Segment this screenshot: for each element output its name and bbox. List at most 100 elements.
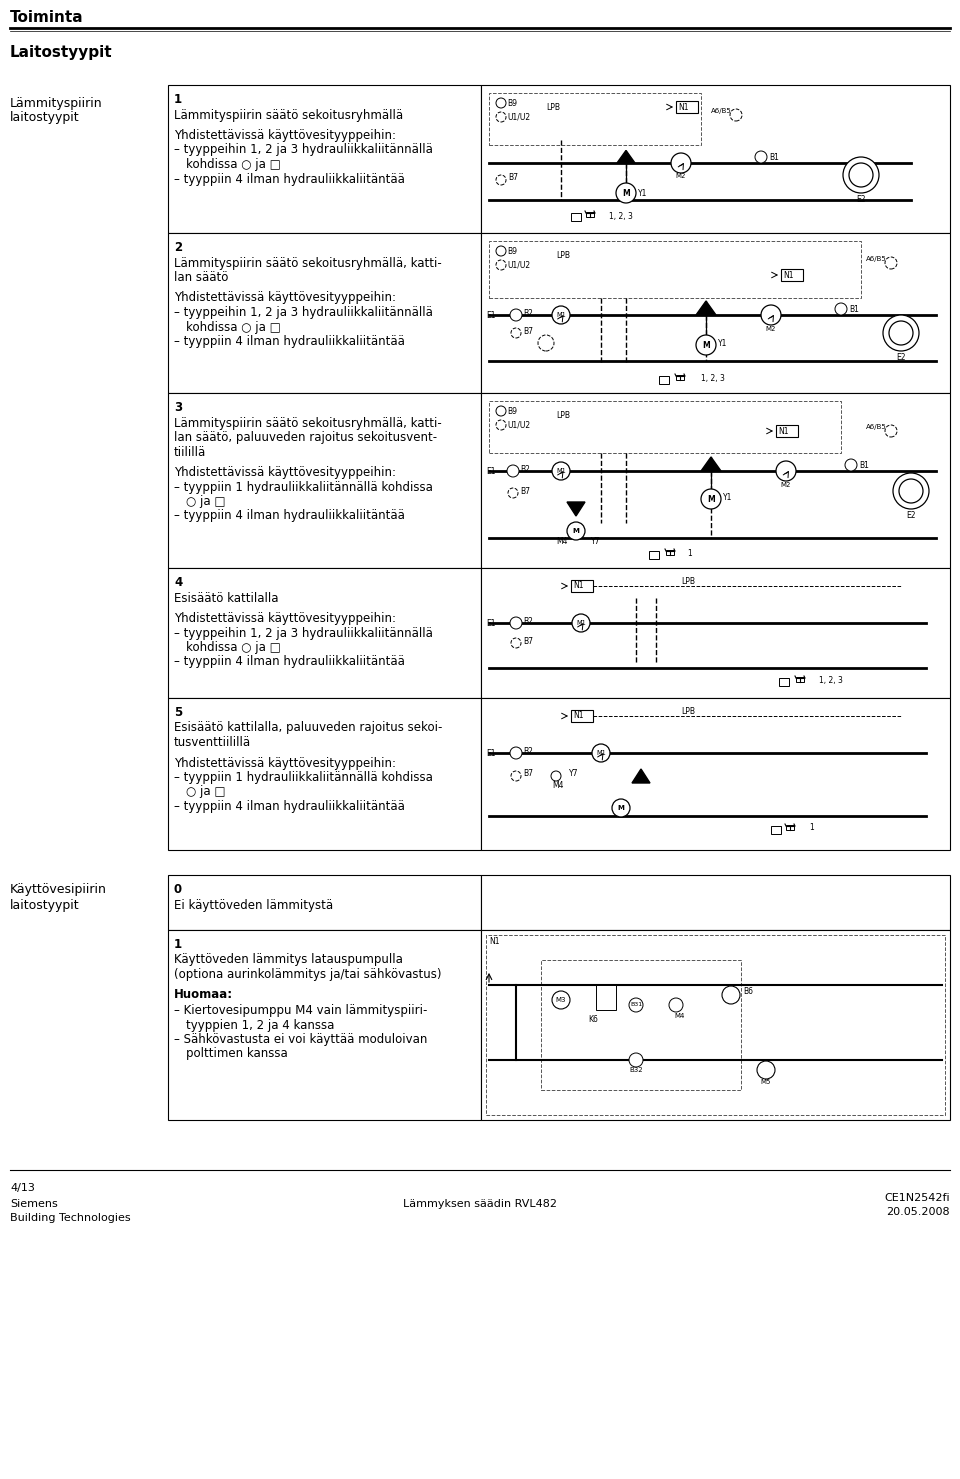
Circle shape — [612, 799, 630, 816]
Bar — [649, 552, 659, 559]
Text: E1: E1 — [486, 618, 495, 627]
Bar — [571, 710, 593, 722]
Circle shape — [508, 488, 518, 498]
Circle shape — [507, 464, 519, 478]
Bar — [481, 698, 950, 850]
Text: kohdissa ○ ja □: kohdissa ○ ja □ — [186, 640, 280, 654]
Circle shape — [551, 771, 561, 781]
Text: tusventtiilillä: tusventtiilillä — [174, 737, 252, 748]
Circle shape — [730, 109, 742, 121]
Text: B2: B2 — [520, 464, 530, 473]
Circle shape — [671, 152, 691, 173]
Text: LPB: LPB — [681, 577, 695, 587]
Bar — [781, 269, 803, 281]
Text: N1: N1 — [778, 426, 788, 435]
Circle shape — [510, 747, 522, 759]
Text: M1: M1 — [556, 467, 565, 473]
Circle shape — [757, 1060, 775, 1080]
Bar — [481, 876, 950, 930]
Circle shape — [552, 306, 570, 324]
Circle shape — [592, 744, 610, 762]
Text: M4: M4 — [674, 1013, 684, 1019]
Circle shape — [755, 151, 767, 163]
Text: B9: B9 — [507, 99, 517, 108]
Text: B32: B32 — [629, 1066, 643, 1072]
Circle shape — [496, 98, 506, 108]
Text: B1: B1 — [769, 152, 779, 161]
Bar — [168, 930, 481, 1120]
Circle shape — [722, 986, 740, 1004]
Bar — [168, 234, 481, 393]
Text: polttimen kanssa: polttimen kanssa — [186, 1047, 288, 1060]
Circle shape — [496, 112, 506, 121]
Text: laitostyypit: laitostyypit — [10, 899, 80, 911]
Polygon shape — [701, 457, 721, 470]
Circle shape — [885, 424, 897, 436]
Text: M5: M5 — [761, 1080, 771, 1086]
Text: Y7: Y7 — [569, 769, 579, 778]
Circle shape — [511, 328, 521, 339]
Bar — [481, 84, 950, 234]
Text: U1/U2: U1/U2 — [507, 420, 530, 429]
Text: B2: B2 — [523, 309, 533, 318]
Text: 20.05.2008: 20.05.2008 — [886, 1207, 950, 1217]
Circle shape — [496, 175, 506, 185]
Text: LPB: LPB — [681, 707, 695, 716]
Text: – Kiertovesipumppu M4 vain lämmityspiiri-: – Kiertovesipumppu M4 vain lämmityspiiri… — [174, 1004, 427, 1018]
Text: LPB: LPB — [546, 102, 560, 111]
Text: 4: 4 — [174, 575, 182, 589]
Text: M2: M2 — [766, 325, 777, 331]
Text: B1: B1 — [859, 460, 869, 469]
Text: M4: M4 — [556, 537, 567, 546]
Text: E2: E2 — [856, 195, 866, 204]
Text: B7: B7 — [523, 636, 533, 645]
Text: B7: B7 — [523, 769, 533, 778]
Text: M2: M2 — [780, 482, 791, 488]
Circle shape — [629, 998, 643, 1012]
Bar — [481, 930, 950, 1120]
Circle shape — [538, 336, 554, 351]
Text: kohdissa ○ ja □: kohdissa ○ ja □ — [186, 321, 280, 333]
Bar — [776, 424, 798, 436]
Text: Lämmyksen säädin RVL482: Lämmyksen säädin RVL482 — [403, 1199, 557, 1208]
Bar — [659, 376, 669, 385]
Bar — [586, 211, 594, 217]
Text: – tyyppiin 4 ilman hydrauliikkaliitäntää: – tyyppiin 4 ilman hydrauliikkaliitäntää — [174, 336, 405, 348]
Circle shape — [511, 637, 521, 648]
Text: B9: B9 — [507, 247, 517, 256]
Bar — [486, 935, 945, 1115]
Text: Yhdistettävissä käyttövesityyppeihin:: Yhdistettävissä käyttövesityyppeihin: — [174, 129, 396, 142]
Text: B9: B9 — [507, 407, 517, 416]
Circle shape — [845, 458, 857, 470]
Text: 1: 1 — [174, 938, 182, 951]
Bar — [771, 825, 781, 834]
Text: 1: 1 — [687, 549, 692, 558]
Text: 1, 2, 3: 1, 2, 3 — [819, 676, 843, 685]
Text: Käyttöveden lämmitys latauspumpulla: Käyttöveden lämmitys latauspumpulla — [174, 954, 403, 966]
Circle shape — [496, 246, 506, 256]
Circle shape — [899, 479, 923, 503]
Circle shape — [696, 336, 716, 355]
Text: E2: E2 — [906, 510, 916, 519]
Bar — [571, 580, 593, 592]
Text: E1: E1 — [486, 748, 495, 757]
Text: M4: M4 — [552, 781, 564, 790]
Text: M3: M3 — [556, 997, 566, 1003]
Text: K6: K6 — [588, 1016, 598, 1025]
Text: Lämmityspiirin säätö sekoitusryhmällä, katti-: Lämmityspiirin säätö sekoitusryhmällä, k… — [174, 417, 442, 429]
Circle shape — [616, 183, 636, 203]
Text: Yhdistettävissä käyttövesityyppeihin:: Yhdistettävissä käyttövesityyppeihin: — [174, 756, 396, 769]
Text: Siemens: Siemens — [10, 1199, 58, 1208]
Text: 3: 3 — [174, 401, 182, 414]
Text: – tyyppiin 4 ilman hydrauliikkaliitäntää: – tyyppiin 4 ilman hydrauliikkaliitäntää — [174, 173, 405, 185]
Bar — [786, 825, 794, 830]
Text: E1: E1 — [486, 311, 495, 319]
Text: M: M — [622, 188, 630, 198]
Text: N1: N1 — [489, 938, 499, 947]
Text: A6/B5: A6/B5 — [711, 108, 732, 114]
Text: – tyyppiin 4 ilman hydrauliikkaliitäntää: – tyyppiin 4 ilman hydrauliikkaliitäntää — [174, 509, 405, 522]
Text: B2: B2 — [523, 617, 533, 626]
Text: B7: B7 — [520, 487, 530, 495]
Bar — [489, 241, 861, 297]
Text: – tyyppiin 1 hydrauliikkaliitännällä kohdissa: – tyyppiin 1 hydrauliikkaliitännällä koh… — [174, 481, 433, 494]
